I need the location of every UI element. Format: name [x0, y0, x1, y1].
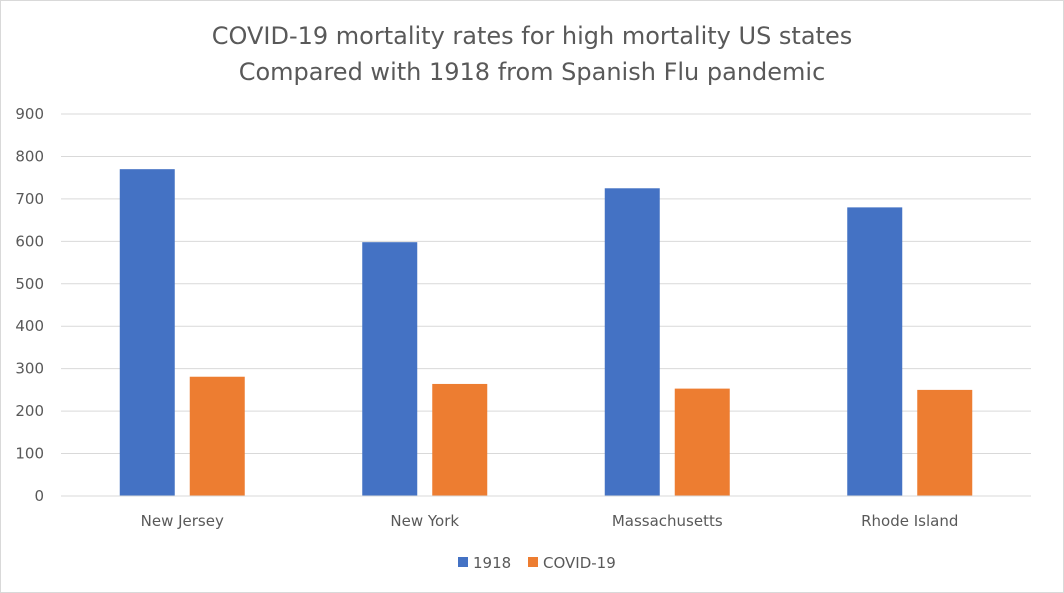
- bar-series-1918: [362, 242, 418, 496]
- y-tick-label: 700: [15, 190, 44, 208]
- bar-series-1918: [119, 169, 175, 496]
- chart-title: COVID-19 mortality rates for high mortal…: [212, 22, 852, 50]
- y-tick-label: 900: [15, 105, 44, 123]
- y-tick-label: 800: [15, 147, 44, 165]
- y-tick-label: 0: [34, 487, 44, 505]
- y-tick-label: 300: [15, 360, 44, 378]
- x-axis-categories: New Jersey New York Massachusetts Rhode Isl…: [141, 512, 959, 530]
- y-tick-label: 600: [15, 232, 44, 250]
- bar-series-1918: [847, 207, 903, 496]
- legend-label: 1918: [473, 554, 511, 572]
- bars: [119, 169, 973, 496]
- bar-series-1918: [604, 188, 660, 496]
- x-category-label: Rhode Island: [861, 512, 958, 530]
- x-category-label: Massachusetts: [612, 512, 723, 530]
- legend-label: COVID-19: [543, 554, 616, 572]
- bar-series-covid-19: [432, 383, 488, 496]
- y-tick-label: 100: [15, 445, 44, 463]
- x-category-label: New Jersey: [141, 512, 224, 530]
- legend-swatch: [458, 557, 468, 567]
- y-tick-label: 500: [15, 275, 44, 293]
- chart-subtitle: Compared with 1918 from Spanish Flu pand…: [239, 58, 826, 86]
- legend-swatch: [528, 557, 538, 567]
- y-tick-label: 400: [15, 317, 44, 335]
- bar-series-covid-19: [917, 389, 973, 496]
- bar-series-covid-19: [674, 388, 730, 496]
- x-category-label: New York: [390, 512, 459, 530]
- legend: 1918 COVID-19: [458, 554, 616, 572]
- bar-series-covid-19: [189, 376, 245, 496]
- y-tick-label: 200: [15, 402, 44, 420]
- y-axis-ticks: 0 100 200 300 400 500 600 700 800 900: [15, 105, 44, 505]
